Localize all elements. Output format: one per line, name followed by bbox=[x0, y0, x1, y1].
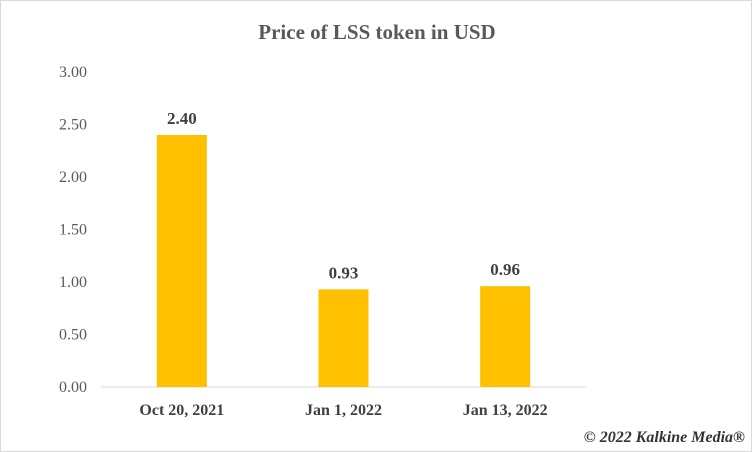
bar bbox=[156, 135, 207, 387]
bar bbox=[480, 286, 531, 387]
y-tick-label: 0.50 bbox=[59, 327, 87, 344]
y-tick-label: 3.00 bbox=[59, 64, 87, 81]
y-axis: 0.00 0.50 1.00 1.50 2.00 2.50 3.00 bbox=[59, 64, 87, 396]
bar bbox=[318, 289, 369, 387]
y-tick-label: 1.00 bbox=[59, 274, 87, 291]
y-tick-label: 2.50 bbox=[59, 117, 87, 134]
bars-group bbox=[156, 135, 531, 387]
x-tick-label: Jan 13, 2022 bbox=[463, 402, 548, 419]
data-labels: 2.40 0.93 0.96 bbox=[167, 109, 520, 282]
bar-value-label: 0.93 bbox=[329, 263, 359, 282]
y-tick-label: 1.50 bbox=[59, 222, 87, 239]
bar-value-label: 0.96 bbox=[490, 260, 520, 279]
x-tick-label: Oct 20, 2021 bbox=[139, 402, 224, 419]
y-tick-label: 0.00 bbox=[59, 379, 87, 396]
chart-title: Price of LSS token in USD bbox=[258, 20, 495, 44]
x-tick-label: Jan 1, 2022 bbox=[305, 402, 382, 419]
y-tick-label: 2.00 bbox=[59, 169, 87, 186]
copyright-watermark: © 2022 Kalkine Media® bbox=[583, 429, 745, 446]
x-axis: Oct 20, 2021 Jan 1, 2022 Jan 13, 2022 bbox=[139, 402, 547, 419]
bar-value-label: 2.40 bbox=[167, 109, 197, 128]
